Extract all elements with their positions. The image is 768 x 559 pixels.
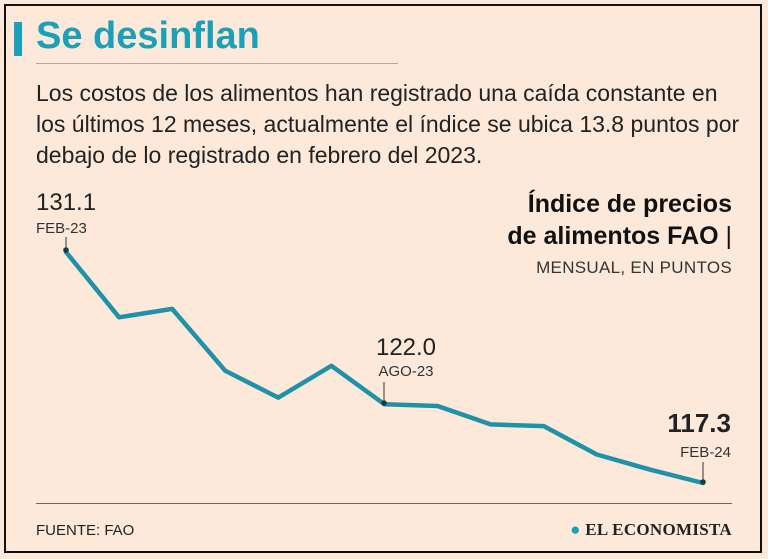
title-accent-bar [14,22,22,56]
data-point [541,424,546,429]
lead-text: Los costos de los alimentos han registra… [36,80,740,168]
data-point [594,452,599,457]
chart-title: Índice de precios de alimentos FAO | [372,188,732,252]
data-point [435,404,440,408]
title-divider [36,63,398,64]
annotation-marker [63,247,69,253]
chart-title-separator: | [725,222,733,250]
data-point [647,467,652,472]
brand-name: EL ECONOMISTA [585,520,732,539]
data-point [117,315,122,320]
data-point [276,395,281,400]
annotation-marker [381,400,387,406]
infographic-frame [4,4,762,553]
annotation-value: 131.1 [36,189,96,216]
annotation-value: 122.0 [376,334,436,361]
data-point [329,363,334,368]
annotation-date: FEB-24 [680,444,731,461]
data-point [223,368,228,373]
annotation-marker [700,479,706,485]
chart-title-line2: de alimentos FAO [507,222,719,250]
brand-logo: ● EL ECONOMISTA [570,520,732,540]
globe-dot-icon: ● [570,520,581,539]
chart-title-line1: Índice de precios [527,190,732,218]
source-note: FUENTE: FAO [36,522,135,539]
data-point [488,422,493,427]
annotation-date: AGO-23 [378,363,433,380]
footer-divider [36,503,732,504]
page-title: Se desinflan [36,15,260,57]
chart-subtitle: MENSUAL, EN PUNTOS [536,258,732,277]
annotation-value: 117.3 [667,408,731,438]
annotation-date: FEB-23 [36,220,87,237]
data-point [170,306,175,311]
